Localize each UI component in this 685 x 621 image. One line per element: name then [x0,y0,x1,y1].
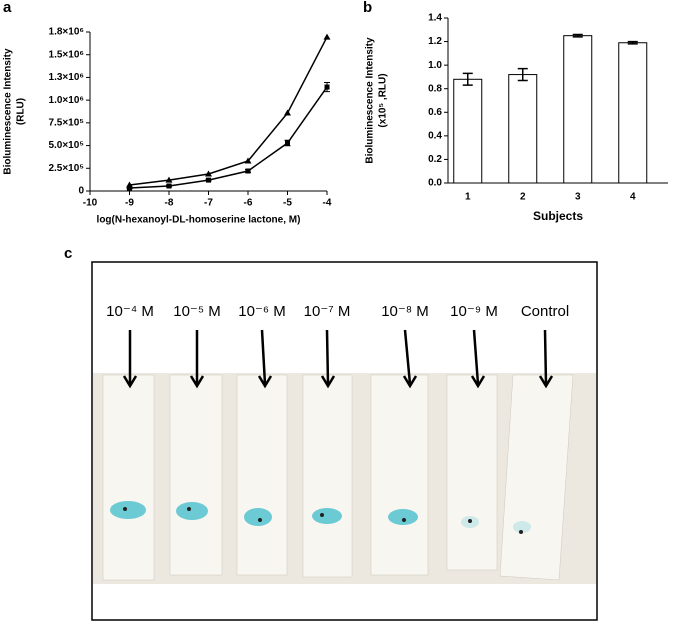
x-tick-label: -9 [125,198,134,209]
arrow [122,330,138,389]
x-tick-label: 3 [575,192,581,203]
concentration-label: 10⁻⁵ M [173,303,220,320]
series-line [129,86,328,189]
concentration-label: 10⁻⁸ M [381,303,429,320]
marker [165,176,173,183]
y-tick-label: 7.5×10⁵ [48,117,84,128]
y-axis-label: (RLU) [16,98,27,125]
bar [453,78,483,184]
marker [206,177,211,183]
x-tick-label: 1 [465,192,471,203]
x-tick-label: -10 [83,198,98,209]
y-tick-label: 0.8 [428,83,442,94]
marker [284,109,291,116]
bar [618,42,648,184]
x-tick-label: -7 [204,198,213,209]
error-bar [627,40,638,45]
y-tick-label: 1.5×10⁶ [49,49,84,60]
x-tick-label: -5 [283,198,292,209]
concentration-label: 10⁻⁴ M [106,303,154,320]
y-tick-label: 0.4 [428,130,442,141]
y-tick-label: 1.8×10⁶ [49,27,84,38]
marker [205,170,212,177]
marker [323,33,331,40]
marker [245,168,251,174]
blue-spots [110,501,531,533]
panel-label: c [64,245,72,262]
y-tick-label: 0.2 [428,154,442,165]
concentration-label: 10⁻⁹ M [450,303,498,320]
panel-label: b [363,0,372,16]
x-tick-label: 2 [520,192,526,203]
y-tick-label: 1.0 [428,60,442,71]
sample-dots [123,507,523,534]
concentration-label: 10⁻⁶ M [238,303,285,320]
marker [285,140,290,146]
x-tick-label: -4 [323,198,332,209]
arrow [538,329,554,389]
concentration-label: 10⁻⁷ M [304,303,351,320]
y-tick-label: 1.2 [428,36,442,47]
x-axis-label: Subjects [533,209,583,223]
y-tick-label: 0.6 [428,107,442,118]
error-bar [517,67,528,82]
arrow [470,329,486,389]
y-tick-label: 1.4 [428,13,442,24]
marker [166,183,172,189]
y-axis-label: (x10⁵ ,RLU) [378,73,389,127]
y-tick-label: 0 [78,186,84,197]
arrow [257,329,273,389]
arrow [320,329,336,389]
y-tick-label: 1.0×10⁶ [49,95,84,106]
y-axis-label: Bioluminescence Intensity [365,37,376,164]
bar [563,35,593,184]
x-tick-label: 4 [630,192,636,203]
y-axis-label: Bioluminescence Intensity [3,48,14,175]
paper-strips [102,374,574,581]
marker [324,84,330,90]
x-tick-label: -8 [165,198,174,209]
panel-label: a [3,0,12,16]
bar [508,74,538,184]
y-tick-label: 1.3×10⁶ [49,72,84,83]
y-tick-label: 2.5×10⁵ [48,163,84,174]
x-axis-label: log(N-hexanoyl-DL-homoserine lactone, M) [97,215,301,226]
y-tick-label: 0.0 [428,178,442,189]
arrow [189,330,205,389]
marker [127,185,132,191]
arrow [402,329,418,389]
error-bar [572,33,583,38]
marker [244,157,252,164]
x-tick-label: -6 [244,198,253,209]
error-bar [462,72,473,86]
series-line [129,36,328,186]
concentration-label: Control [521,303,569,320]
y-tick-label: 5.0×10⁵ [48,140,84,151]
